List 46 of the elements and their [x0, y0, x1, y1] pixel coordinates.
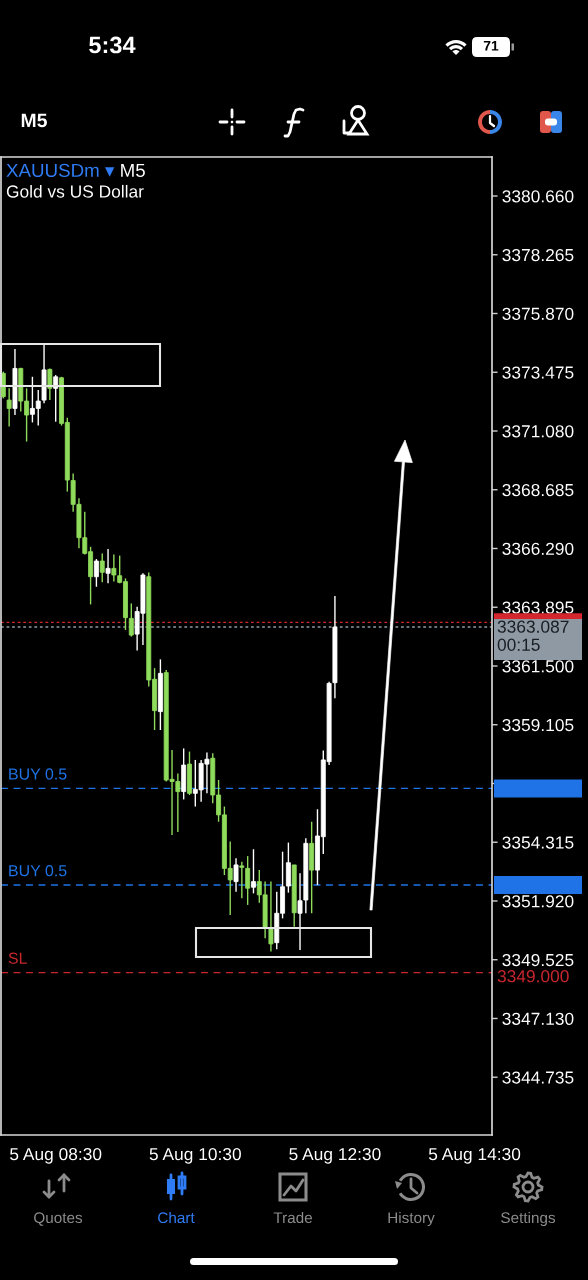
y-tick-label: 3359.105: [502, 718, 574, 732]
text: 71: [483, 41, 499, 51]
text: Settings: [501, 1211, 556, 1227]
candlestick: [105, 548, 111, 585]
y-tick-label: 3361.500: [502, 660, 574, 673]
y-tick-label: 3375.870: [502, 307, 574, 320]
x-tick-label: 5 Aug 12:30: [289, 1147, 381, 1164]
x-tick-label: 5 Aug 10:30: [149, 1147, 241, 1164]
text: Quotes: [34, 1212, 83, 1226]
text: History: [388, 1211, 435, 1227]
y-tick-label: 3371.080: [502, 425, 574, 438]
text: M5: [21, 113, 47, 128]
candlestick: [99, 552, 105, 584]
candlestick: [53, 374, 59, 423]
y-tick-label: 3366.290: [502, 542, 574, 555]
y-tick-label: 3351.920: [502, 895, 574, 908]
y-tick-label: 3378.265: [502, 248, 574, 262]
candlestick: [47, 367, 53, 401]
chart-title: XAUUSDm ▾ M5: [6, 163, 145, 178]
y-tick-label: 3344.735: [502, 1071, 574, 1084]
candlestick: [6, 387, 12, 428]
text: 3363.087 00:15: [497, 620, 569, 651]
ref-line-label: BUY 0.5: [9, 865, 67, 877]
text: Trade: [273, 1211, 312, 1224]
ref-line-label: SL: [8, 952, 27, 964]
y-tick-label: 3363.895: [502, 601, 574, 614]
text: 5:34: [89, 36, 136, 54]
x-tick-label: 5 Aug 14:30: [428, 1147, 521, 1164]
text: 3349.000: [497, 970, 569, 983]
y-tick-label: 3373.475: [502, 366, 574, 379]
candlestick: [245, 855, 251, 906]
text: Gold vs US Dollar: [6, 184, 144, 198]
candlestick: [251, 848, 256, 895]
y-tick-label: 3368.685: [502, 483, 574, 497]
y-tick-label: 3380.660: [502, 190, 574, 203]
candlestick: [239, 861, 245, 899]
candlestick: [128, 602, 134, 638]
ref-line-label: BUY 0.5: [9, 768, 67, 780]
y-tick-label: 3354.315: [502, 836, 574, 849]
text: Chart: [158, 1211, 195, 1224]
candlestick: [233, 857, 239, 893]
candlestick: [268, 880, 274, 953]
candlestick: [93, 558, 99, 588]
y-tick-label: 3349.525: [502, 953, 574, 967]
y-tick-label: 3347.130: [502, 1012, 574, 1025]
x-tick-label: 5 Aug 08:30: [10, 1147, 102, 1164]
